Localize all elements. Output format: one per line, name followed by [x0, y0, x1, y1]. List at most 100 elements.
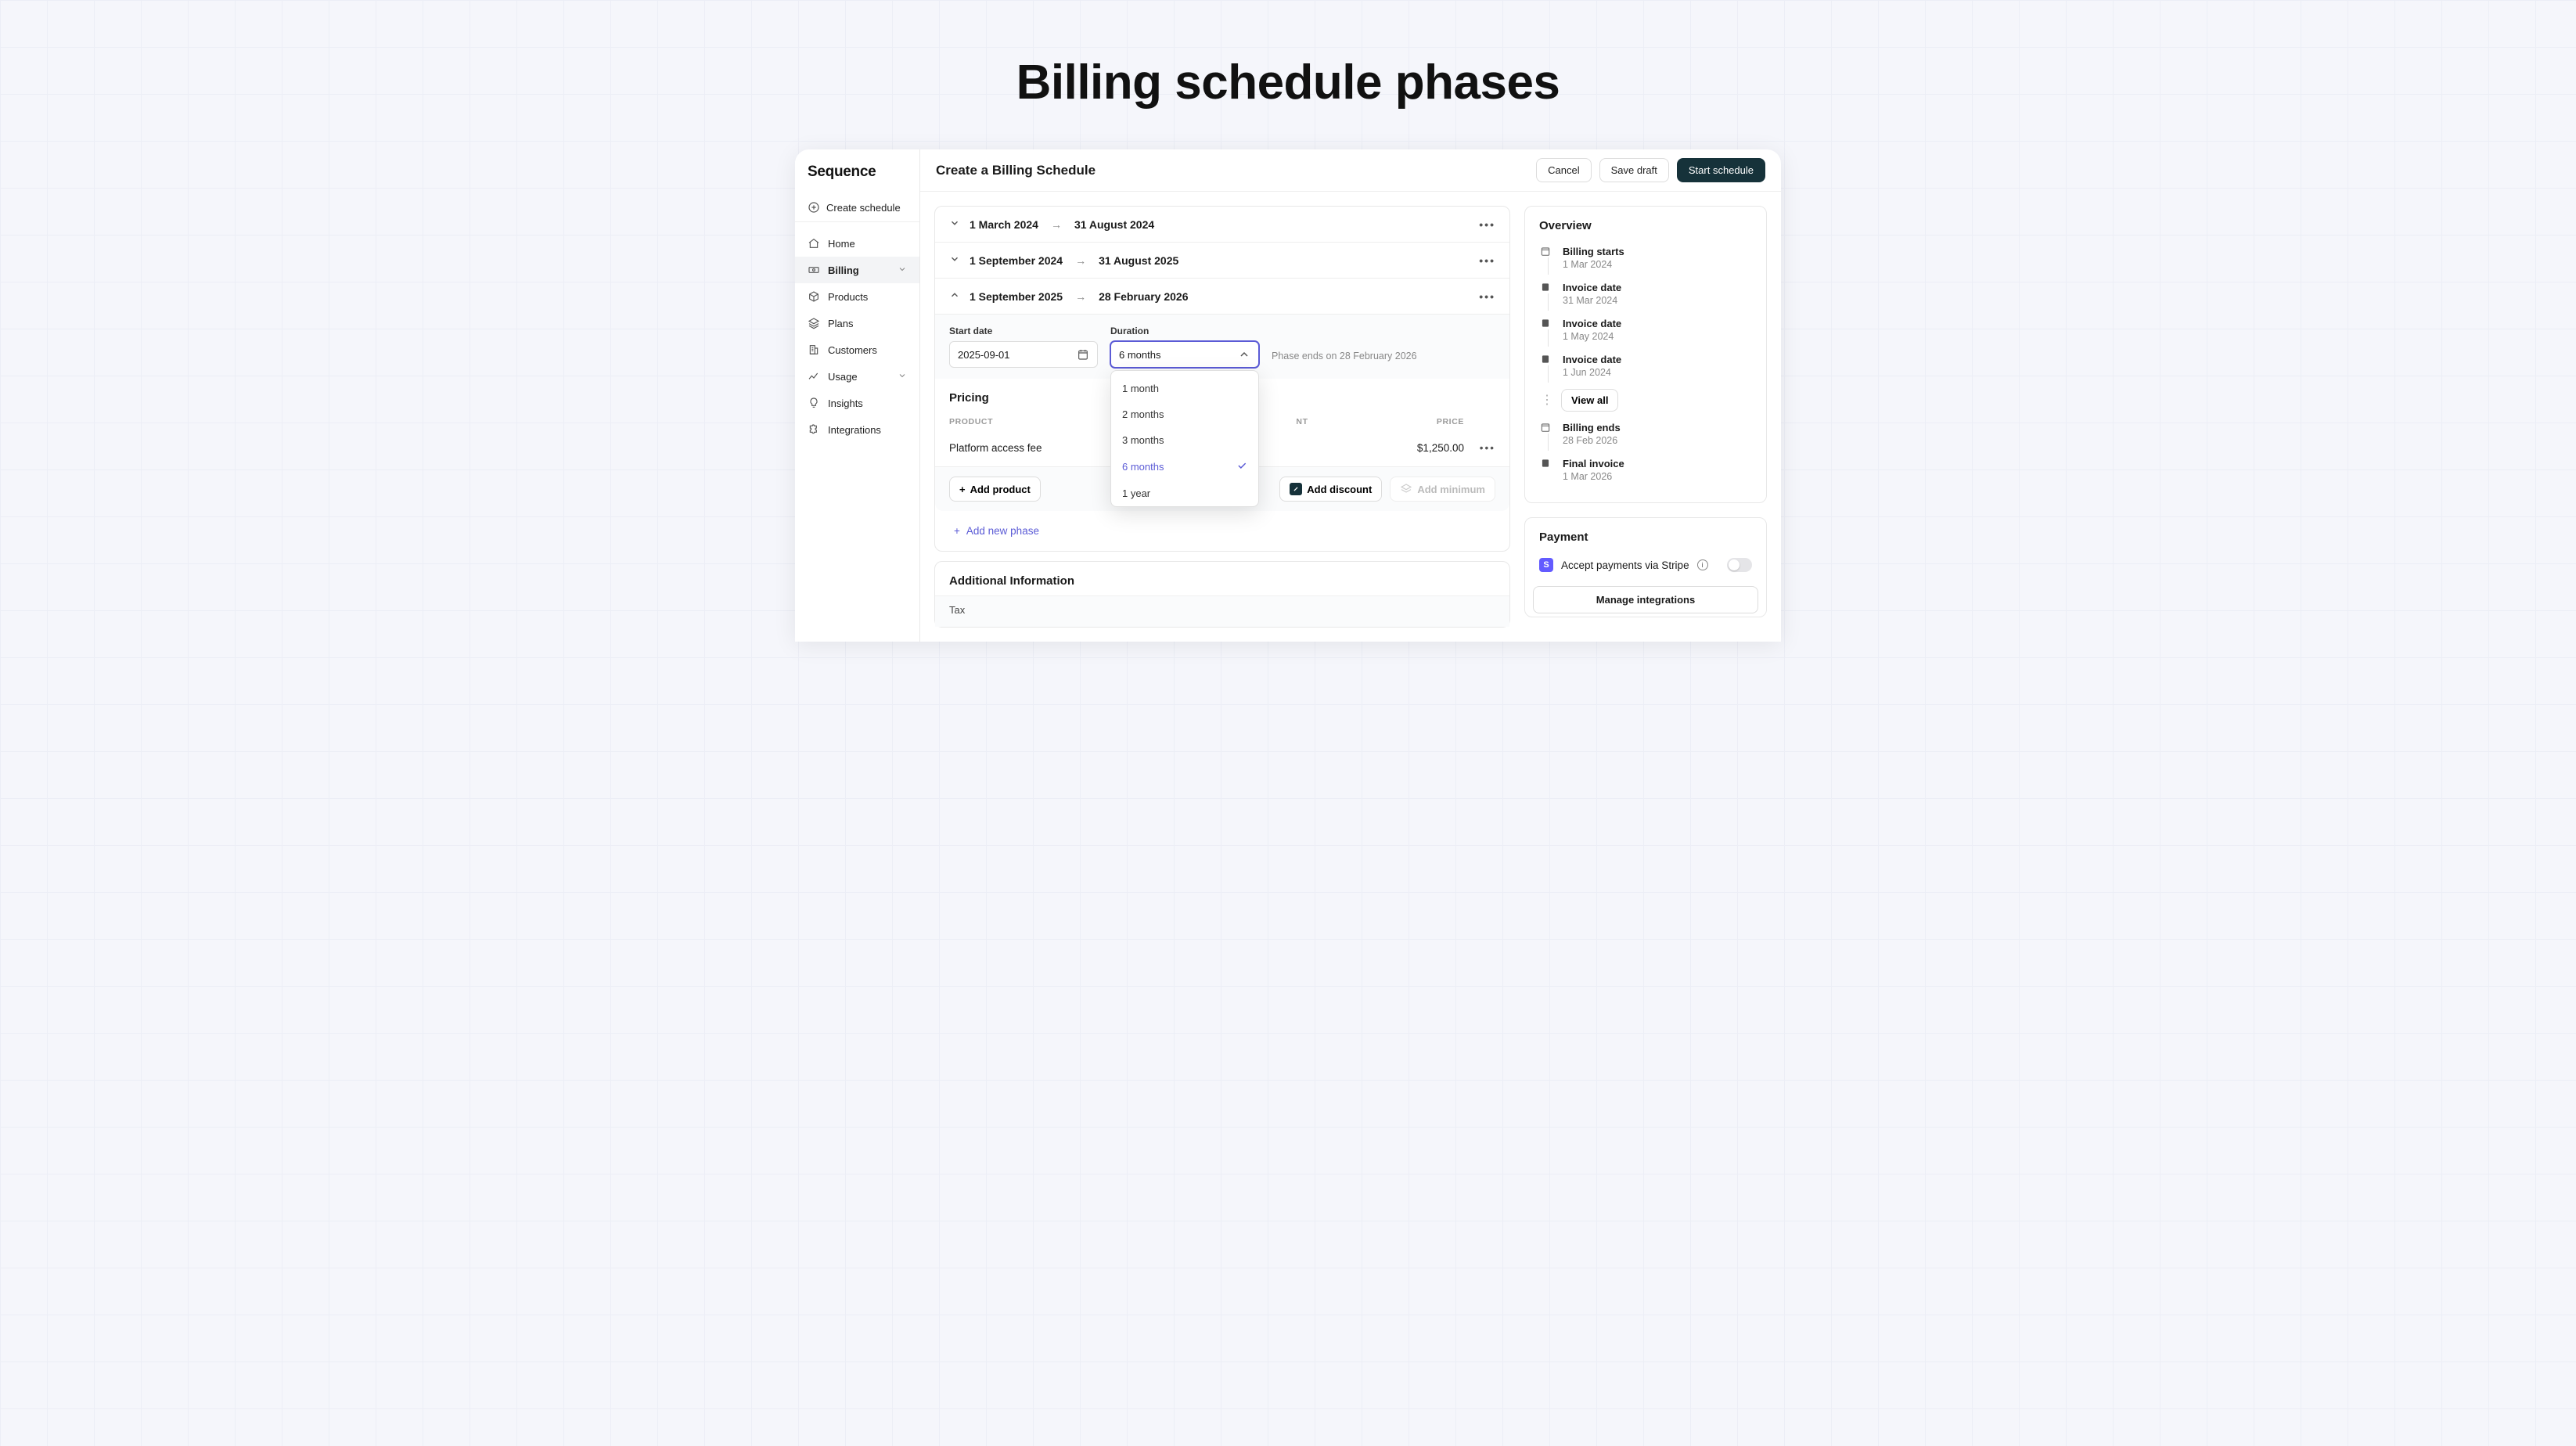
box-icon: [808, 290, 820, 303]
content-row: 1 March 2024 → 31 August 2024 ••• 1 Sept…: [920, 192, 1781, 642]
sidebar-item-label: Billing: [828, 264, 859, 276]
invoice-icon: [1539, 353, 1552, 365]
invoice-icon: [1539, 317, 1552, 329]
duration-option-2m[interactable]: 2 months: [1111, 401, 1258, 427]
plus-icon: +: [954, 525, 960, 537]
timeline-item-final-invoice: Final invoice 1 Mar 2026: [1539, 454, 1752, 490]
sidebar-nav: Home Billing Products Plans Custo: [795, 222, 919, 443]
sidebar-item-integrations[interactable]: Integrations: [795, 416, 919, 443]
sidebar-item-label: Products: [828, 291, 868, 303]
calendar-icon: [1077, 348, 1089, 361]
calendar-icon: [1539, 245, 1552, 257]
add-discount-button[interactable]: Add discount: [1279, 477, 1382, 502]
save-draft-button[interactable]: Save draft: [1599, 158, 1669, 182]
duration-option-1m[interactable]: 1 month: [1111, 376, 1258, 401]
phase-start: 1 September 2025: [970, 290, 1063, 303]
stripe-toggle-row: S Accept payments via Stripe i: [1525, 552, 1766, 583]
start-date-value: 2025-09-01: [958, 349, 1010, 361]
phase-menu-button[interactable]: •••: [1479, 218, 1495, 231]
view-all-button[interactable]: View all: [1561, 389, 1618, 412]
phase-end: 31 August 2024: [1074, 218, 1154, 231]
manage-integrations-button[interactable]: Manage integrations: [1533, 586, 1758, 613]
phase-menu-button[interactable]: •••: [1479, 290, 1495, 303]
overview-title: Overview: [1525, 207, 1766, 239]
start-date-input[interactable]: 2025-09-01: [949, 341, 1098, 368]
sidebar-item-usage[interactable]: Usage: [795, 363, 919, 390]
plus-icon: +: [959, 484, 966, 495]
chevron-down-icon: [898, 371, 907, 383]
brand-logo: Sequence: [795, 164, 919, 193]
main-area: Create a Billing Schedule Cancel Save dr…: [920, 149, 1781, 642]
timeline-item-invoice-1: Invoice date 31 Mar 2024: [1539, 278, 1752, 314]
timeline-item-invoice-2: Invoice date 1 May 2024: [1539, 314, 1752, 350]
arrow-icon: →: [1075, 290, 1086, 303]
right-column: Overview Billing starts 1 Mar 2024 Invoi…: [1524, 206, 1767, 628]
phase-start: 1 September 2024: [970, 254, 1063, 267]
create-schedule-label: Create schedule: [826, 202, 901, 214]
timeline-item-billing-starts: Billing starts 1 Mar 2024: [1539, 242, 1752, 278]
start-date-field: Start date 2025-09-01: [949, 326, 1098, 368]
sidebar-item-products[interactable]: Products: [795, 283, 919, 310]
row-menu-button[interactable]: •••: [1464, 442, 1495, 454]
cancel-button[interactable]: Cancel: [1536, 158, 1591, 182]
stripe-toggle[interactable]: [1727, 558, 1752, 572]
sidebar-item-billing[interactable]: Billing: [795, 257, 919, 283]
chevron-up-icon: [949, 290, 962, 303]
phases-card: 1 March 2024 → 31 August 2024 ••• 1 Sept…: [934, 206, 1510, 552]
tax-row[interactable]: Tax: [935, 595, 1509, 627]
chevron-up-icon: [1238, 348, 1250, 361]
overview-timeline: Billing starts 1 Mar 2024 Invoice date 3…: [1525, 239, 1766, 502]
timeline-view-all: ⋮ View all: [1539, 386, 1752, 418]
phase-end-hint: Phase ends on 28 February 2026: [1272, 351, 1417, 368]
duration-value: 6 months: [1119, 349, 1160, 361]
duration-field: Duration 6 months: [1110, 326, 1259, 368]
chevron-down-icon: [898, 264, 907, 276]
create-schedule-button[interactable]: Create schedule: [795, 193, 919, 222]
arrow-icon: →: [1051, 218, 1062, 231]
layers-icon: [808, 317, 820, 329]
chevron-down-icon: [949, 254, 962, 267]
add-new-phase-button[interactable]: + Add new phase: [949, 514, 1044, 540]
phase-start: 1 March 2024: [970, 218, 1038, 231]
sidebar-item-plans[interactable]: Plans: [795, 310, 919, 336]
sidebar-item-label: Integrations: [828, 424, 881, 436]
invoice-icon: [1539, 281, 1552, 293]
add-minimum-button[interactable]: Add minimum: [1390, 477, 1495, 502]
sidebar-item-label: Insights: [828, 397, 863, 409]
phase-2-header[interactable]: 1 September 2024 → 31 August 2025 •••: [935, 243, 1509, 279]
page-title: Create a Billing Schedule: [936, 163, 1096, 178]
sidebar-item-label: Plans: [828, 318, 854, 329]
sidebar-item-customers[interactable]: Customers: [795, 336, 919, 363]
topbar: Create a Billing Schedule Cancel Save dr…: [920, 149, 1781, 192]
sidebar-item-label: Home: [828, 238, 855, 250]
duration-option-1y[interactable]: 1 year: [1111, 480, 1258, 502]
phase-menu-button[interactable]: •••: [1479, 254, 1495, 267]
phase-3-header[interactable]: 1 September 2025 → 28 February 2026 •••: [935, 279, 1509, 314]
vertical-dots-icon: ⋮: [1541, 397, 1553, 405]
hero-title: Billing schedule phases: [1016, 55, 1560, 110]
additional-info-card: Additional Information Tax: [934, 561, 1510, 628]
puzzle-icon: [808, 423, 820, 436]
info-icon[interactable]: i: [1697, 559, 1708, 570]
phase-1-header[interactable]: 1 March 2024 → 31 August 2024 •••: [935, 207, 1509, 243]
chevron-down-icon: [949, 218, 962, 231]
duration-option-6m[interactable]: 6 months: [1111, 453, 1258, 480]
col-price: PRICE: [1308, 417, 1464, 426]
timeline-item-billing-ends: Billing ends 28 Feb 2026: [1539, 418, 1752, 454]
sidebar-item-insights[interactable]: Insights: [795, 390, 919, 416]
duration-option-3m[interactable]: 3 months: [1111, 427, 1258, 453]
start-schedule-button[interactable]: Start schedule: [1677, 158, 1765, 182]
sidebar-item-label: Usage: [828, 371, 858, 383]
arrow-icon: →: [1075, 254, 1086, 267]
plus-circle-icon: [808, 201, 820, 214]
overview-card: Overview Billing starts 1 Mar 2024 Invoi…: [1524, 206, 1767, 503]
phase-3-form: Start date 2025-09-01 Duration: [935, 314, 1509, 379]
sidebar-item-home[interactable]: Home: [795, 230, 919, 257]
check-icon: [1236, 460, 1247, 473]
discount-icon: [1290, 483, 1302, 495]
invoice-icon: [1539, 457, 1552, 469]
payment-title: Payment: [1525, 518, 1766, 552]
phase-end: 31 August 2025: [1099, 254, 1178, 267]
add-product-button[interactable]: + Add product: [949, 477, 1041, 502]
duration-select[interactable]: 6 months: [1110, 341, 1259, 368]
